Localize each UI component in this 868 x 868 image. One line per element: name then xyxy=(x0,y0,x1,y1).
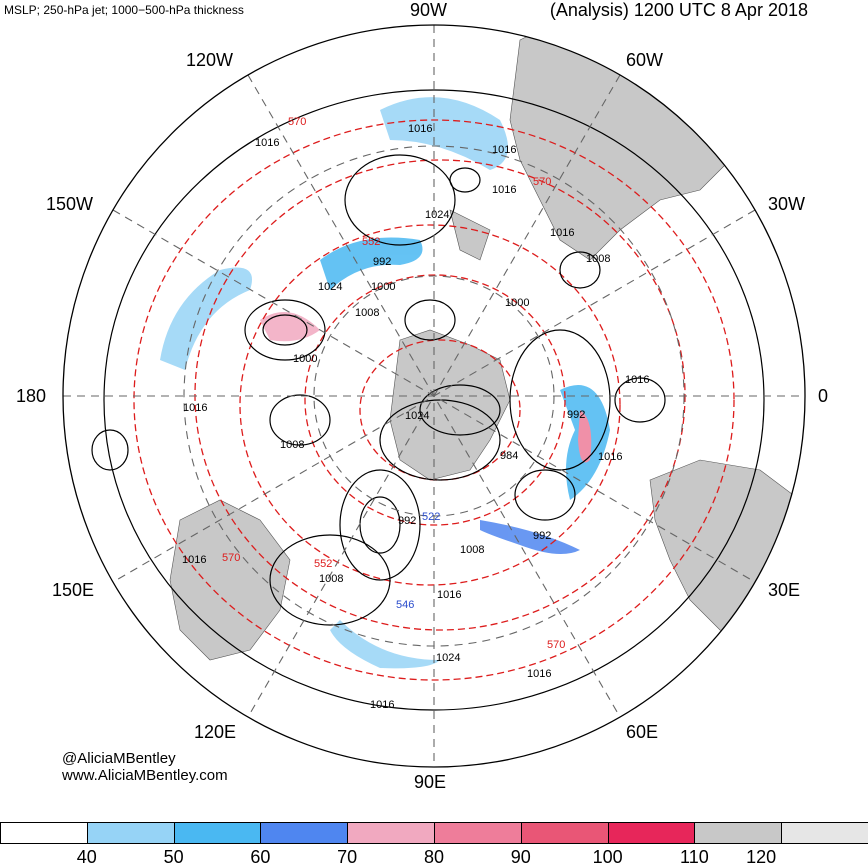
thickness-contours xyxy=(133,119,735,681)
mslp-label: 1016 xyxy=(370,699,394,711)
lon-label-150w: 150W xyxy=(46,194,94,214)
mslp-label: 992 xyxy=(533,530,551,542)
contour-value-labels: 1016 1016 1016 1024 992 1024 1000 1008 1… xyxy=(182,116,649,711)
lon-label-120e: 120E xyxy=(194,722,237,742)
colorbar-tick-label: 40 xyxy=(76,847,97,867)
thickness-label: 570 xyxy=(222,552,240,564)
mslp-label: 1000 xyxy=(505,297,529,309)
lon-label-60e: 60E xyxy=(626,722,659,742)
lon-label-150e: 150E xyxy=(52,580,95,600)
jet-band-inner-west xyxy=(320,237,423,290)
thickness-label: 570 xyxy=(547,639,565,651)
colorbar-segment xyxy=(260,822,349,844)
colorbar-tick-label: 70 xyxy=(337,847,358,867)
mslp-label: 992 xyxy=(373,256,391,268)
lon-label-30w: 30W xyxy=(768,194,806,214)
colorbar-segment xyxy=(0,822,88,844)
thickness-label: 570 xyxy=(533,176,551,188)
colorbar-segment xyxy=(347,822,435,844)
mslp-label: 992 xyxy=(398,515,416,527)
map-boundary xyxy=(62,24,806,768)
colorbar-segment xyxy=(173,822,262,844)
colorbar-tick-label: 50 xyxy=(163,847,184,867)
thickness-label: 522 xyxy=(422,511,440,523)
mslp-label: 1008 xyxy=(586,253,610,265)
mslp-label: 1008 xyxy=(319,573,343,585)
colorbar-segment xyxy=(86,822,175,844)
colorbar-tick-label: 80 xyxy=(423,847,445,867)
thickness-label: 570 xyxy=(288,116,306,128)
colorbar-tick-label: 60 xyxy=(250,847,271,867)
jet-band-north xyxy=(380,97,508,170)
colorbar-segment xyxy=(694,822,783,844)
lon-label-180: 180 xyxy=(16,386,47,406)
lon-label-120w: 120W xyxy=(186,50,234,70)
lon-label-30e: 30E xyxy=(768,580,801,600)
colorbar-tick-label: 100 xyxy=(592,847,623,867)
analysis-time-title: (Analysis) 1200 UTC 8 Apr 2018 xyxy=(549,0,808,20)
mslp-label: 1024 xyxy=(318,281,342,293)
jet-band-east-core xyxy=(578,410,592,463)
jet-band-west xyxy=(160,267,252,370)
mslp-label: 1016 xyxy=(492,184,516,196)
jet-stream-shading xyxy=(160,97,610,669)
mslp-label: 1000 xyxy=(293,353,317,365)
land-masses xyxy=(169,25,805,661)
mslp-label: 1016 xyxy=(527,668,551,680)
mslp-label: 1008 xyxy=(280,439,304,451)
land-east-asia xyxy=(169,499,291,661)
thickness-label: 552 xyxy=(362,236,380,248)
mslp-label: 1024 xyxy=(436,652,460,664)
mslp-label: 1024 xyxy=(405,410,429,422)
mslp-label: 1016 xyxy=(183,402,207,414)
jet-band-south xyxy=(330,620,440,669)
colorbar-segment xyxy=(781,822,868,844)
polar-stereographic-map: 1016 1016 1016 1024 992 1024 1000 1008 1… xyxy=(62,24,806,768)
lon-label-90e: 90E xyxy=(414,772,447,792)
colorbar-segment xyxy=(520,822,609,844)
jet-band-southeast xyxy=(480,520,580,554)
lon-label-60w: 60W xyxy=(626,50,664,70)
colorbar-tick-label: 120 xyxy=(746,847,777,867)
colorbar-segment xyxy=(607,822,696,844)
mslp-label: 1008 xyxy=(355,307,379,319)
mslp-label: 1016 xyxy=(598,451,622,463)
product-title: MSLP; 250-hPa jet; 1000−500-hPa thicknes… xyxy=(4,3,244,17)
mslp-label: 1000 xyxy=(371,281,395,293)
colorbar-tick-label: 90 xyxy=(510,847,531,867)
credit-website: www.AliciaMBentley.com xyxy=(62,767,228,784)
jet-speed-colorbar: 40 50 60 70 80 90 100 110 120 xyxy=(0,822,868,867)
mslp-label: 992 xyxy=(567,409,585,421)
thickness-label: 546 xyxy=(396,599,414,611)
mslp-label: 1016 xyxy=(550,227,574,239)
land-north-america xyxy=(449,209,491,261)
colorbar-tick-label: 110 xyxy=(680,847,709,867)
thickness-label: 552 xyxy=(314,558,332,570)
credit-handle: @AliciaMBentley xyxy=(62,750,176,767)
mslp-label: 1024 xyxy=(425,209,449,221)
mslp-label: 1016 xyxy=(437,589,461,601)
mslp-label: 1016 xyxy=(625,374,649,386)
mslp-contours xyxy=(91,89,765,711)
mslp-label: 1008 xyxy=(460,544,484,556)
colorbar-segment xyxy=(434,822,522,844)
graticule xyxy=(63,25,805,767)
lon-label-90w: 90W xyxy=(410,0,448,20)
jet-band-pacific xyxy=(260,312,320,342)
mslp-label: 1016 xyxy=(182,554,206,566)
mslp-label: 1016 xyxy=(255,137,279,149)
mslp-label: 1016 xyxy=(408,123,432,135)
mslp-label: 1016 xyxy=(492,144,516,156)
mslp-label: 984 xyxy=(500,450,518,462)
lon-label-0: 0 xyxy=(818,386,829,406)
